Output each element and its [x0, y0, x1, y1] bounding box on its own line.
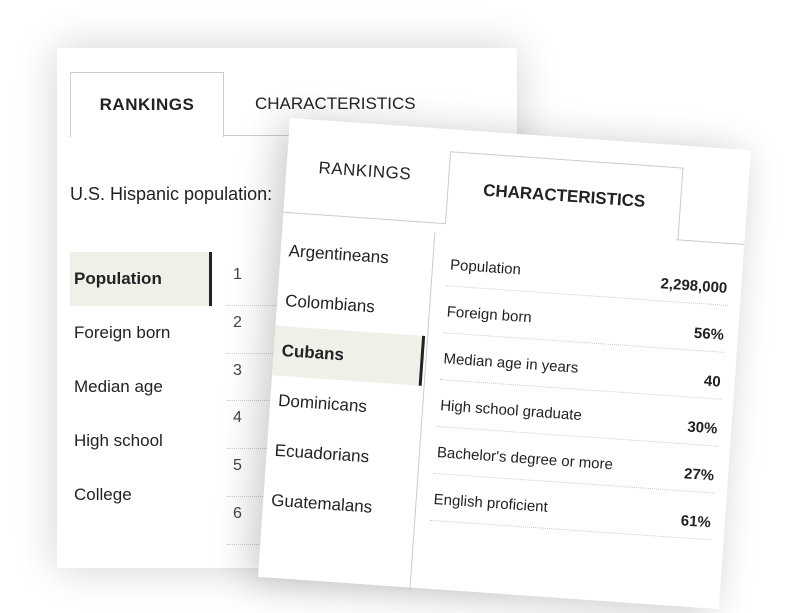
row-value: 27%	[683, 465, 715, 485]
row-label: Bachelor's degree or more	[436, 444, 614, 474]
subtitle: U.S. Hispanic population:	[70, 184, 273, 204]
row-value: 40	[703, 372, 722, 391]
sidebar: Population Foreign born Median age High …	[70, 252, 212, 522]
sidebar-item-high-school[interactable]: High school	[74, 431, 163, 450]
characteristics-table: Population 2,298,000 Foreign born 56% Medi…	[430, 239, 732, 541]
row-value: 56%	[693, 324, 725, 344]
row-value: 61%	[680, 512, 712, 532]
tab-rankings[interactable]: RANKINGS	[317, 158, 412, 184]
sidebar-item-college[interactable]: College	[74, 485, 132, 504]
row-label: High school graduate	[439, 397, 583, 425]
row-label: English proficient	[433, 490, 549, 516]
row-label: Median age in years	[442, 350, 579, 377]
tab-characteristics[interactable]: CHARACTERISTICS	[444, 151, 684, 241]
sidebar-item-foreign-born[interactable]: Foreign born	[74, 323, 171, 342]
tab-characteristics[interactable]: CHARACTERISTICS	[255, 94, 416, 113]
sidebar-item-population[interactable]: Population	[70, 252, 212, 306]
characteristics-card: RANKINGS CHARACTERISTICS Argentineans Co…	[257, 118, 751, 610]
tab-divider	[676, 239, 745, 245]
row-value: 2,298,000	[660, 275, 728, 297]
row-label: Foreign born	[446, 303, 533, 327]
group-item-guatemalans[interactable]: Guatemalans	[270, 490, 373, 517]
tab-divider	[283, 211, 446, 225]
row-value: 30%	[686, 418, 718, 438]
sidebar-item-median-age[interactable]: Median age	[74, 377, 163, 396]
tab-rankings[interactable]: RANKINGS	[70, 72, 224, 137]
group-list: Argentineans Colombians Cubans Dominican…	[262, 226, 433, 536]
row-label: Population	[449, 256, 522, 279]
